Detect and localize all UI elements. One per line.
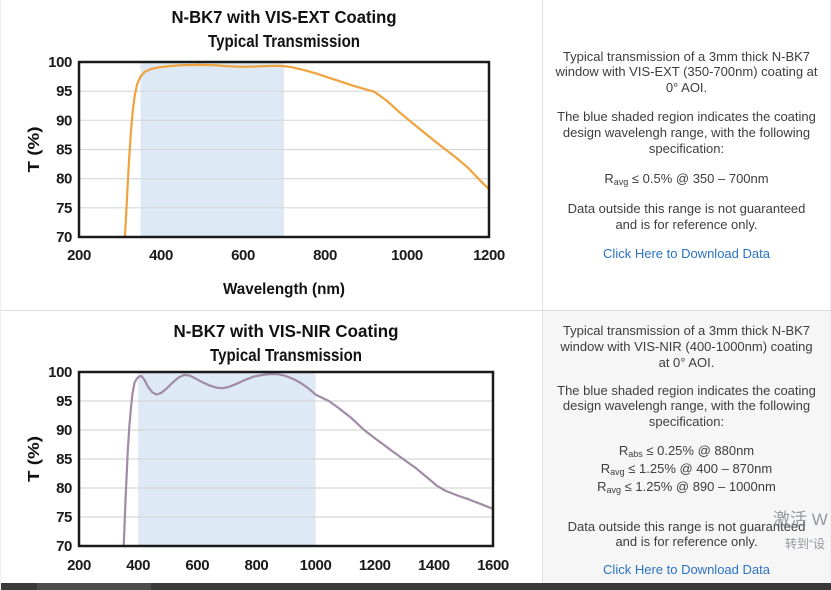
svg-text:Wavelength (nm): Wavelength (nm) xyxy=(223,281,345,298)
svg-text:1200: 1200 xyxy=(359,557,391,574)
taskbar[interactable] xyxy=(1,583,831,590)
vis-ext-chart-column: 70 75 80 85 90 95 100 200 400 600 800 1000 1200 N-BK7… xyxy=(1,0,542,310)
svg-text:90: 90 xyxy=(56,112,72,129)
svg-text:100: 100 xyxy=(48,54,72,71)
svg-text:800: 800 xyxy=(245,557,269,574)
svg-text:1000: 1000 xyxy=(391,247,423,264)
shaded-region-note: The blue shaded region indicates the coa… xyxy=(557,109,816,156)
svg-text:N-BK7 with VIS-EXT Coating: N-BK7 with VIS-EXT Coating xyxy=(172,7,397,27)
spec-ravg-1: Ravg ≤ 1.25% @ 400 – 870nm xyxy=(600,461,773,478)
svg-text:100: 100 xyxy=(48,364,72,381)
vis-nir-info-panel: Typical transmission of a 3mm thick N-BK… xyxy=(542,311,831,590)
svg-text:400: 400 xyxy=(126,557,150,574)
svg-text:90: 90 xyxy=(56,422,72,439)
spec-ravg: Ravg ≤ 0.5% @ 350 – 700nm xyxy=(604,170,769,187)
svg-text:95: 95 xyxy=(56,83,72,100)
vis-nir-section: 70 75 80 85 90 95 100 200 400 600 800 1000 1200 1400 1… xyxy=(1,310,831,590)
svg-text:1000: 1000 xyxy=(300,557,332,574)
svg-text:200: 200 xyxy=(67,247,91,264)
svg-text:80: 80 xyxy=(56,480,72,497)
spec-ravg-2: Ravg ≤ 1.25% @ 890 – 1000nm xyxy=(597,479,776,496)
svg-text:Typical Transmission: Typical Transmission xyxy=(210,345,362,365)
svg-text:95: 95 xyxy=(56,393,72,410)
svg-text:T (%): T (%) xyxy=(26,127,43,173)
svg-text:1400: 1400 xyxy=(418,557,450,574)
vis-nir-chart-column: 70 75 80 85 90 95 100 200 400 600 800 1000 1200 1400 1… xyxy=(1,311,542,590)
svg-text:70: 70 xyxy=(56,229,72,246)
download-data-link[interactable]: Click Here to Download Data xyxy=(603,245,770,261)
download-data-link[interactable]: Click Here to Download Data xyxy=(603,562,770,578)
spec-group: Ravg ≤ 0.5% @ 350 – 700nm xyxy=(604,170,768,188)
svg-text:75: 75 xyxy=(56,509,72,526)
spec-group: Rabs ≤ 0.25% @ 880nm Ravg ≤ 1.25% @ 400 … xyxy=(597,442,776,496)
svg-text:800: 800 xyxy=(313,247,337,264)
shaded-region-note: The blue shaded region indicates the coa… xyxy=(557,382,816,430)
svg-text:400: 400 xyxy=(149,247,173,264)
vis-nir-transmission-chart: 70 75 80 85 90 95 100 200 400 600 800 1000 1200 1400 1… xyxy=(26,321,509,574)
svg-text:1600: 1600 xyxy=(477,557,509,574)
svg-text:85: 85 xyxy=(56,142,72,159)
svg-text:N-BK7 with VIS-NIR Coating: N-BK7 with VIS-NIR Coating xyxy=(174,321,399,341)
svg-text:70: 70 xyxy=(56,538,72,555)
svg-text:1200: 1200 xyxy=(473,247,505,264)
svg-text:80: 80 xyxy=(56,171,72,188)
svg-text:200: 200 xyxy=(67,557,91,574)
vis-ext-transmission-chart: 70 75 80 85 90 95 100 200 400 600 800 1000 1200 N-BK7… xyxy=(26,7,505,298)
svg-text:75: 75 xyxy=(56,200,72,217)
svg-text:T (%): T (%) xyxy=(26,436,43,482)
vis-ext-info-panel: Typical transmission of a 3mm thick N-BK… xyxy=(542,0,831,310)
reference-disclaimer: Data outside this range is not guarantee… xyxy=(567,518,806,550)
taskbar-segment xyxy=(37,583,151,590)
spec-rabs: Rabs ≤ 0.25% @ 880nm xyxy=(618,443,755,460)
reference-disclaimer: Data outside this range is not guarantee… xyxy=(567,200,806,232)
vis-ext-section: 70 75 80 85 90 95 100 200 400 600 800 1000 1200 N-BK7… xyxy=(1,0,831,310)
chart-description: Typical transmission of a 3mm thick N-BK… xyxy=(555,48,818,96)
chart-description: Typical transmission of a 3mm thick N-BK… xyxy=(560,322,813,370)
svg-text:600: 600 xyxy=(231,247,255,264)
svg-text:Typical Transmission: Typical Transmission xyxy=(208,31,360,51)
svg-text:600: 600 xyxy=(185,557,209,574)
svg-text:85: 85 xyxy=(56,451,72,468)
